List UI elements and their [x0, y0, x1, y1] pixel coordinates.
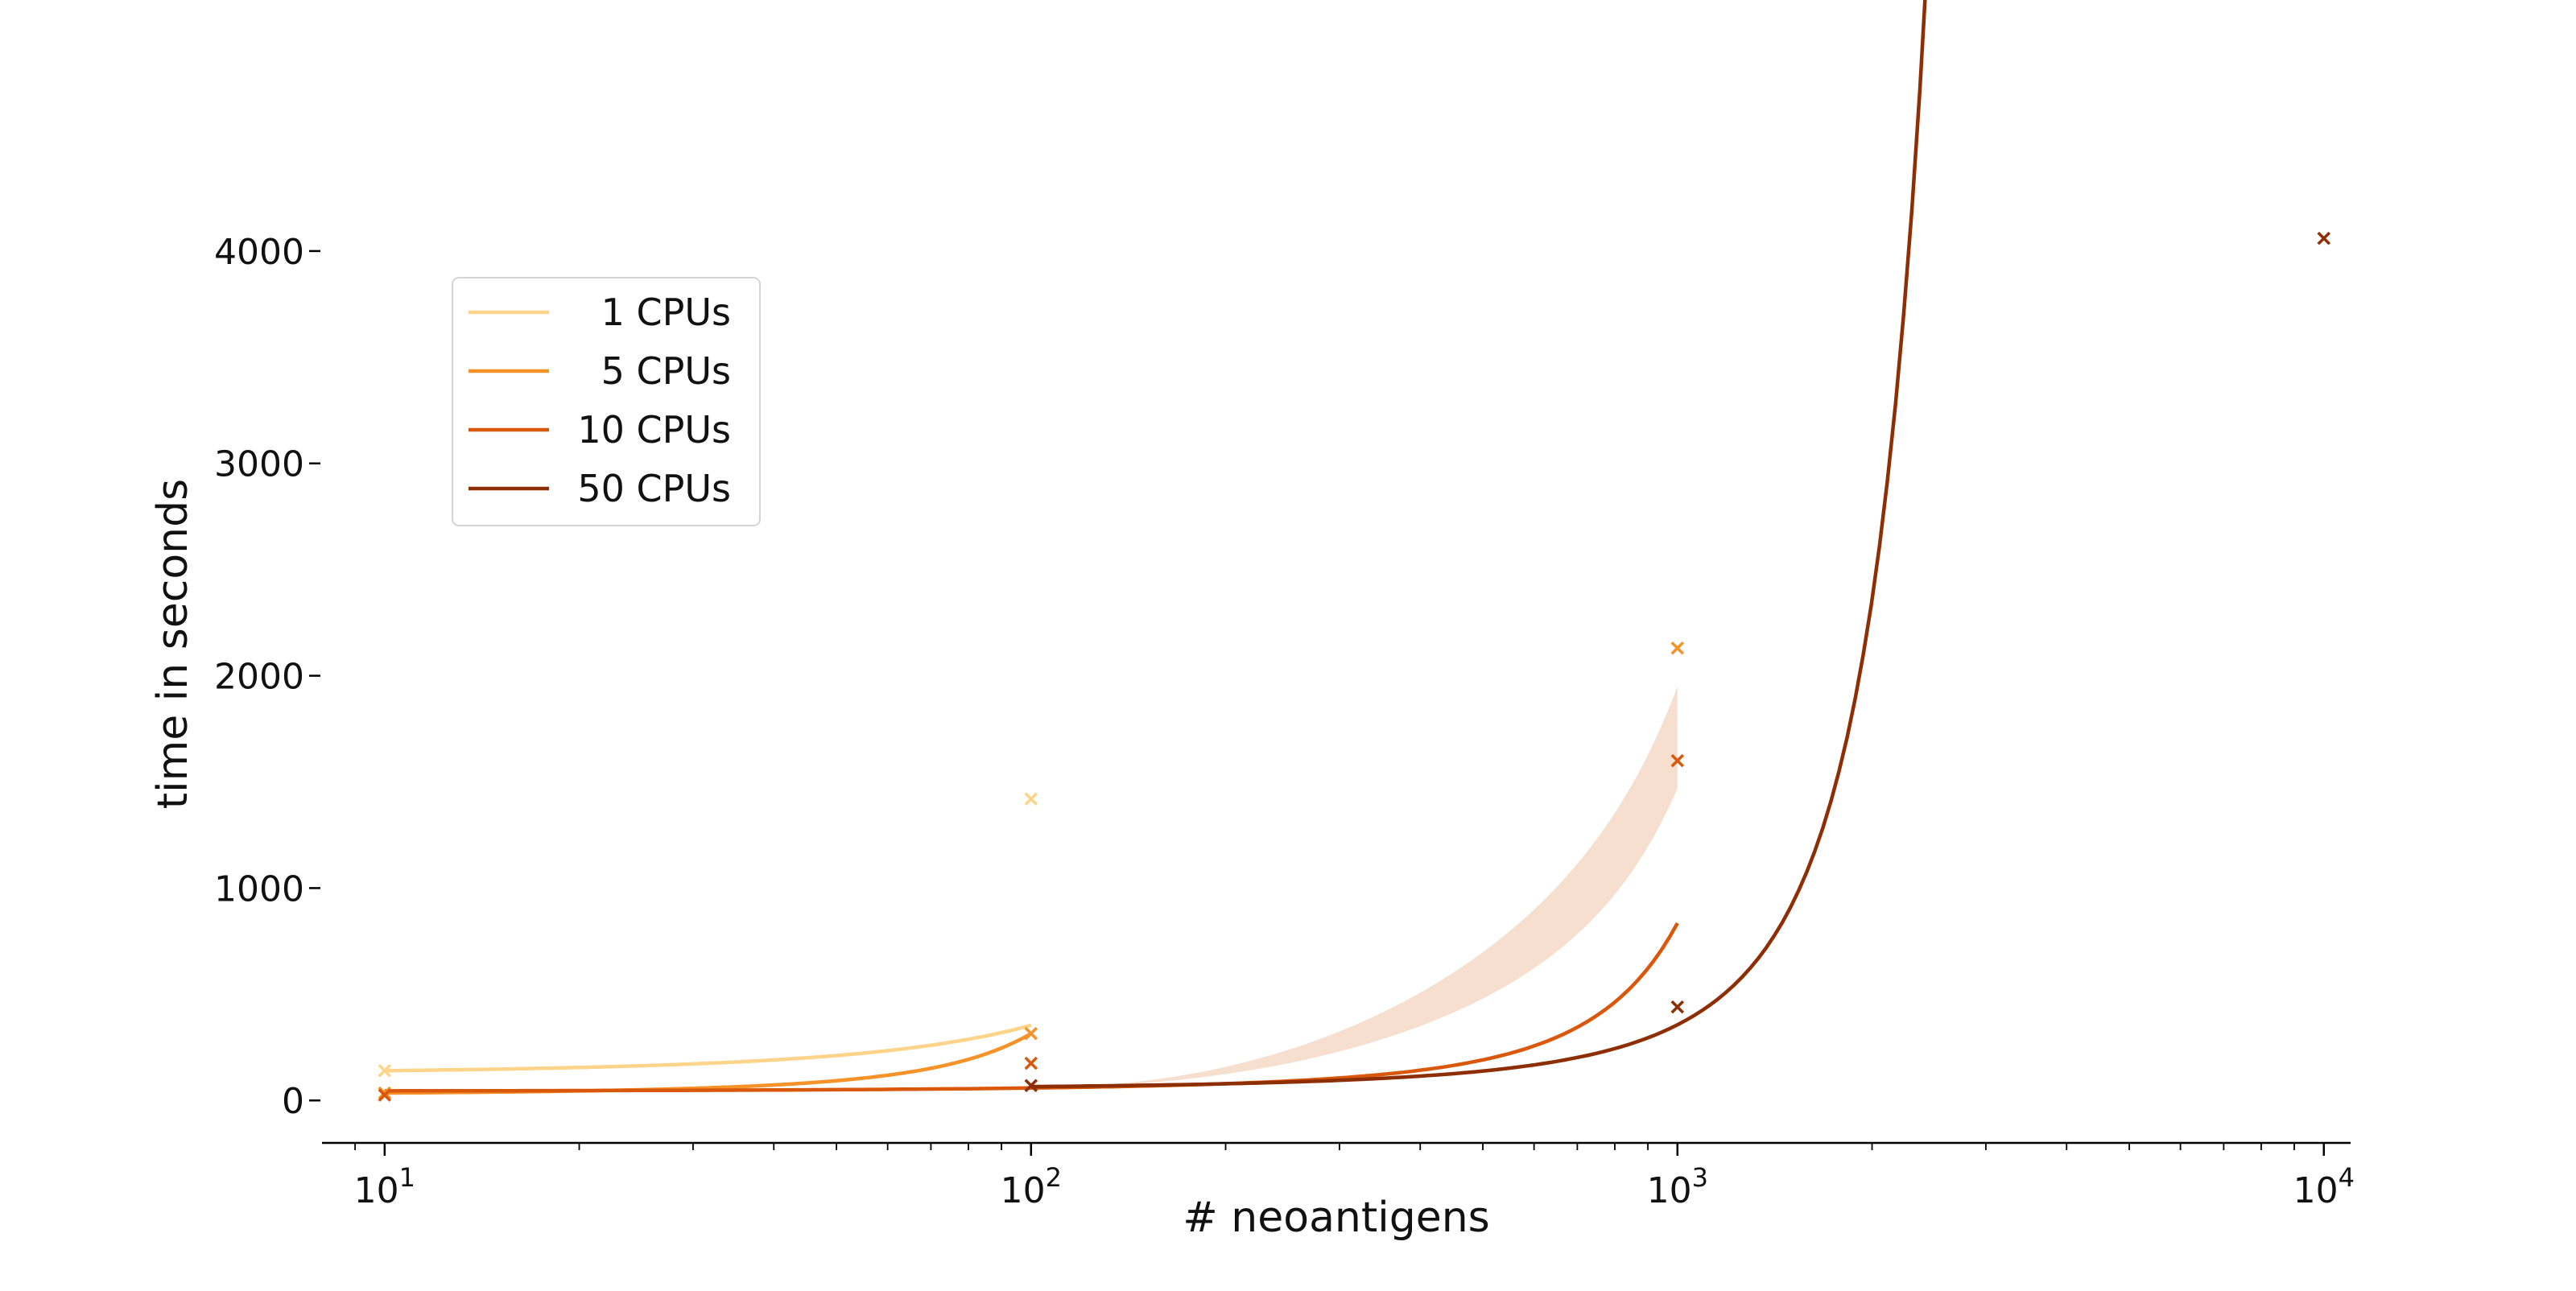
data-point-marker	[1670, 1000, 1685, 1014]
data-point-marker	[378, 1088, 392, 1102]
axes: 101 102 103 104 0 1000 2000 3000 4000	[214, 232, 2355, 1211]
legend-label-2: 5 CPUs	[601, 349, 731, 393]
legend: 1 CPUs 5 CPUs 10 CPUs 50 CPUs	[452, 277, 761, 526]
data-point-marker	[378, 1086, 392, 1100]
legend-label-1: 1 CPUs	[601, 291, 731, 334]
series-line-3	[384, 922, 1679, 1093]
x-tick-label-3: 103	[1647, 1162, 1708, 1211]
legend-label-3: 10 CPUs	[577, 408, 731, 452]
x-axis-label: # neoantigens	[1183, 1194, 1490, 1242]
data-point-marker	[1024, 1026, 1038, 1041]
y-tick-label-3: 2000	[214, 657, 304, 698]
data-point-marker	[1024, 792, 1038, 806]
legend-frame	[452, 277, 761, 526]
data-point-marker	[1024, 1079, 1038, 1093]
data-point-marker	[1670, 753, 1685, 768]
y-tick-label-2: 1000	[214, 868, 304, 909]
data-point-marker	[1024, 1056, 1038, 1070]
data-point-marker	[2317, 231, 2330, 245]
confidence-bands	[1030, 686, 1678, 1088]
confidence-band-3	[1030, 686, 1678, 1088]
y-tick-label-4: 3000	[214, 444, 304, 485]
series-line-1	[384, 1023, 1032, 1073]
series-line-4	[1031, 0, 2324, 1236]
data-point-marker	[1670, 641, 1685, 655]
y-tick-label-1: 0	[282, 1081, 304, 1122]
x-tick-label-2: 102	[1001, 1162, 1062, 1211]
y-axis-label: time in seconds	[149, 479, 197, 810]
legend-label-4: 50 CPUs	[577, 467, 731, 510]
x-tick-label-1: 101	[354, 1162, 415, 1211]
data-point-marker	[378, 1064, 392, 1078]
series-lines	[384, 0, 2324, 1236]
data-markers	[378, 231, 2330, 1102]
y-tick-label-5: 4000	[214, 232, 304, 273]
x-tick-label-4: 104	[2293, 1162, 2355, 1211]
